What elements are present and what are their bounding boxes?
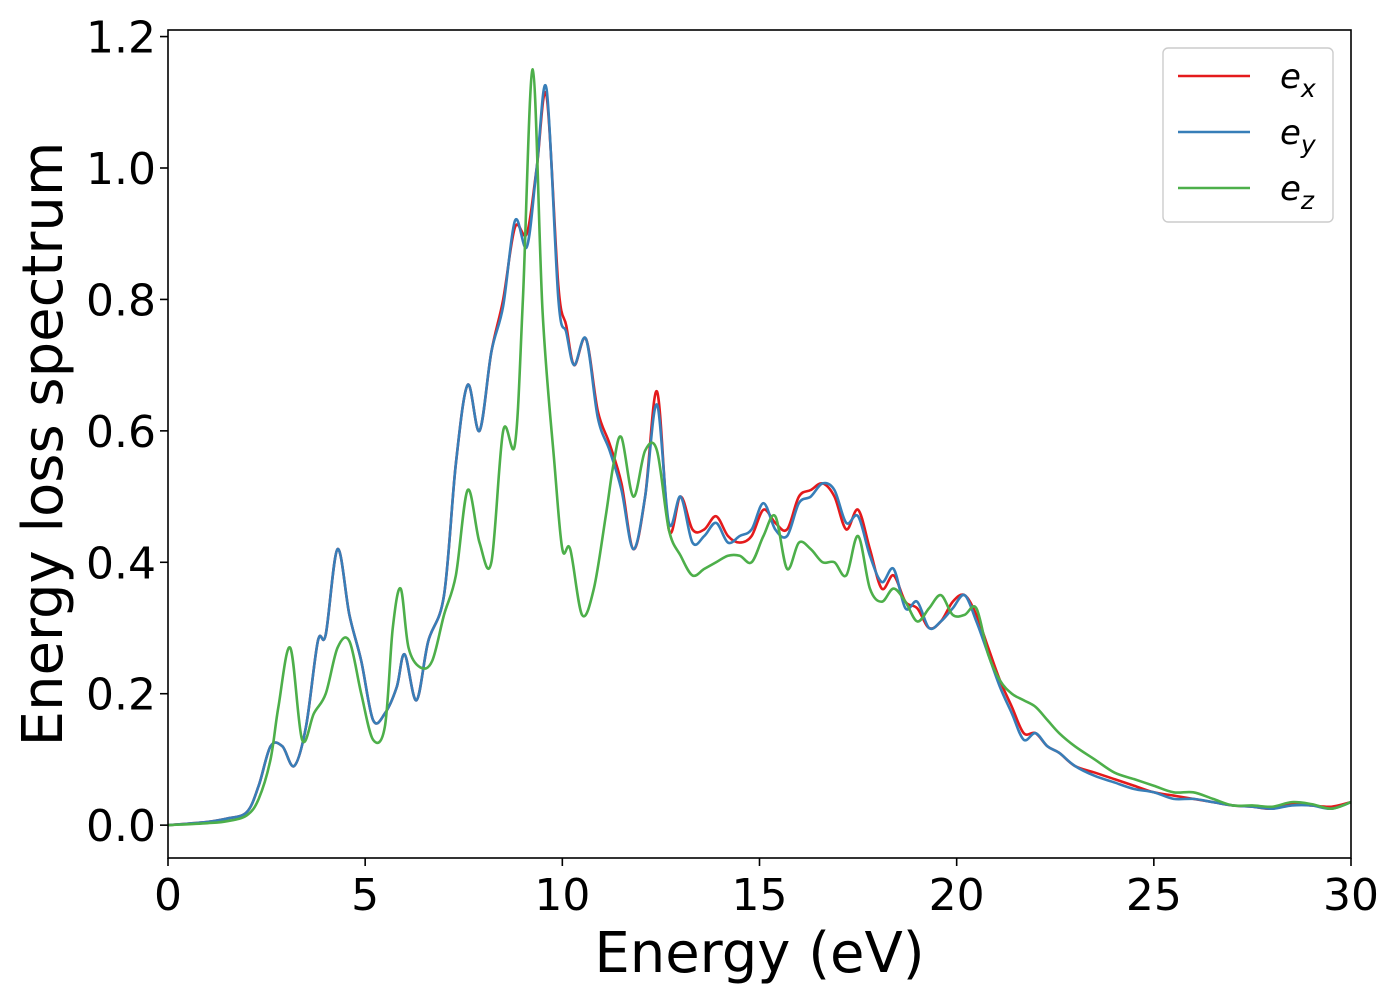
x-axis: 0 5 10 15 20 25 30	[154, 858, 1379, 921]
plot-area	[168, 68, 1351, 827]
x-tick-label: 5	[351, 870, 379, 921]
legend-box	[1162, 47, 1334, 223]
legend-label-ey: ey	[1280, 113, 1317, 159]
x-axis-title: Energy (eV)	[594, 921, 924, 986]
x-tick-label: 10	[534, 870, 590, 921]
y-tick-label: 0.8	[86, 275, 156, 326]
y-tick-label: 0.0	[86, 801, 156, 852]
legend: ex ey ez	[1162, 47, 1334, 223]
series-line-ez	[168, 68, 1351, 827]
y-tick-label: 1.2	[86, 13, 156, 64]
x-tick-label: 25	[1126, 870, 1182, 921]
y-tick-label: 0.4	[86, 538, 156, 589]
y-tick-label: 0.2	[86, 670, 156, 721]
legend-label-ex: ex	[1280, 57, 1316, 103]
x-tick-label: 30	[1323, 870, 1379, 921]
y-axis-title: Energy loss spectrum	[11, 142, 76, 747]
x-tick-label: 20	[929, 870, 985, 921]
x-tick-label: 15	[732, 870, 788, 921]
y-axis: 0.0 0.2 0.4 0.6 0.8 1.0 1.2	[86, 13, 168, 852]
y-tick-label: 0.6	[86, 407, 156, 458]
y-tick-label: 1.0	[86, 144, 156, 195]
series-line-ey	[168, 84, 1351, 827]
legend-label-ez: ez	[1280, 169, 1315, 215]
x-tick-label: 0	[154, 870, 182, 921]
